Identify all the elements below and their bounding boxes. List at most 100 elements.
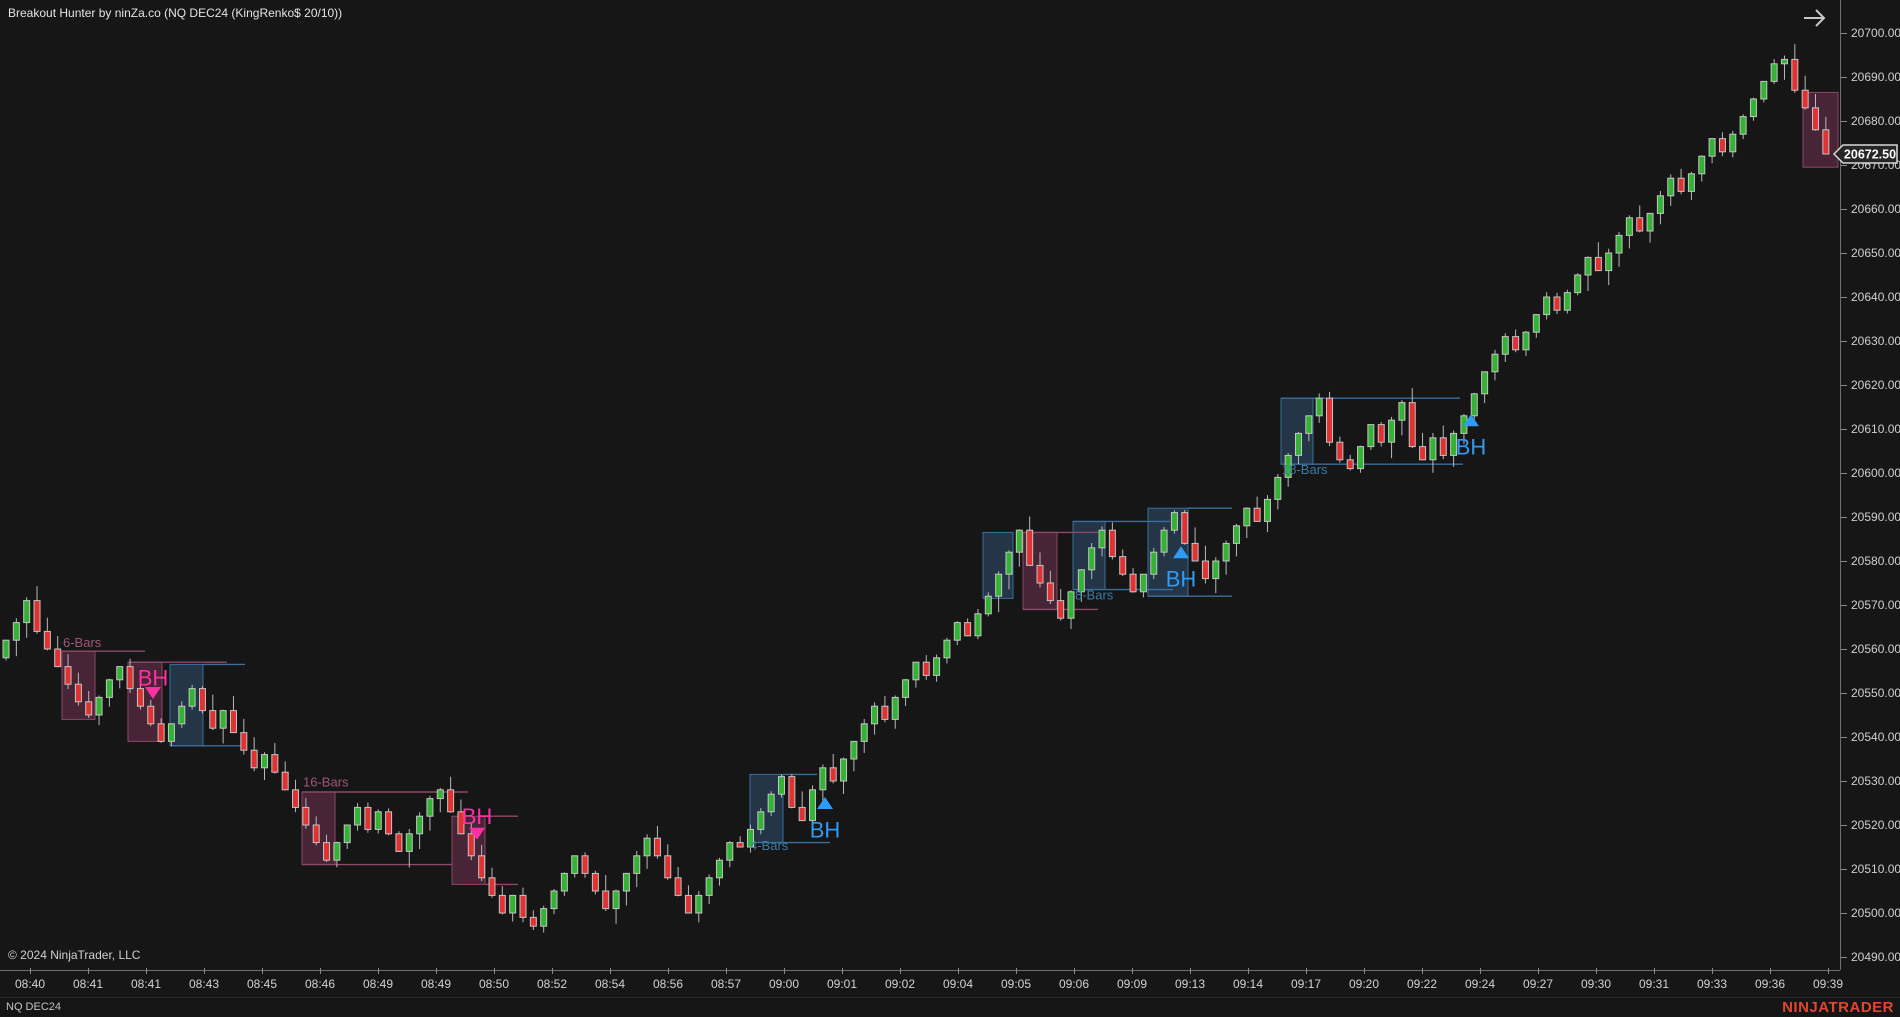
candle-down [447, 789, 455, 813]
time-axis-label: 09:02 [884, 977, 916, 991]
time-axis-label: 08:40 [14, 977, 46, 991]
range-bars-count-label: 18-Bars [1282, 462, 1328, 477]
price-axis-label: 20520.00 [1851, 818, 1900, 832]
price-axis-tick [1841, 121, 1847, 122]
last-price-marker: 20672.50 [1833, 144, 1898, 164]
candle-up [1698, 155, 1706, 175]
candle-up [1222, 542, 1230, 562]
time-axis-label: 09:05 [1000, 977, 1032, 991]
candle-down [1419, 446, 1427, 461]
candle-up [984, 595, 992, 615]
last-price-marker-value: 20672.50 [1844, 148, 1896, 162]
candle-up [902, 679, 910, 698]
candle-up [1646, 212, 1654, 232]
time-axis-tick [30, 968, 31, 974]
time-axis-label: 08:45 [246, 977, 278, 991]
time-axis-label: 09:04 [942, 977, 974, 991]
time-axis-tick [1828, 968, 1829, 974]
price-axis-label: 20500.00 [1851, 906, 1900, 920]
time-axis-label: 09:36 [1754, 977, 1786, 991]
candle-up [933, 657, 941, 676]
candle-up [705, 877, 713, 896]
candle-up [23, 600, 31, 624]
candle-down [1181, 512, 1189, 544]
price-chart-canvas[interactable]: 6-Bars 16-Bars 4-Bars 8-Bars 18-Bars BH BH BH BH… [0, 0, 1840, 970]
range-bars-count-label: 6-Bars [63, 635, 102, 650]
candle-down [1677, 177, 1685, 192]
time-axis-tick [262, 968, 263, 974]
candle-down [1057, 600, 1065, 619]
candle-up [612, 890, 620, 910]
time-axis-label: 08:49 [362, 977, 394, 991]
time-axis-label: 09:24 [1464, 977, 1496, 991]
time-axis-label: 09:22 [1406, 977, 1438, 991]
time-axis-tick [1654, 968, 1655, 974]
bh-signal-label: BH [810, 817, 841, 842]
candle-up [1284, 454, 1292, 478]
candle-up [1243, 507, 1251, 527]
price-axis-label: 20490.00 [1851, 950, 1900, 964]
price-axis-tick [1841, 473, 1847, 474]
ninjatrader-logo: NINJATRADER [1782, 999, 1894, 1016]
bottom-tab-strip: NQ DEC24 NINJATRADER [0, 997, 1900, 1017]
candle-up [767, 793, 775, 813]
time-axis-label: 08:56 [652, 977, 684, 991]
candle-up [1305, 415, 1313, 434]
candle-down [1191, 542, 1199, 562]
price-axis[interactable]: 20490.00 20500.00 20510.00 20520.00 20530.00… [1840, 0, 1900, 970]
scroll-to-latest-arrow-icon[interactable] [1800, 4, 1830, 32]
candle-up [1687, 173, 1695, 192]
time-axis-label: 09:01 [826, 977, 858, 991]
candle-down [1636, 217, 1644, 232]
candle-down [1346, 459, 1354, 470]
price-axis-label: 20700.00 [1851, 26, 1900, 40]
price-axis-tick [1841, 869, 1847, 870]
candle-down [229, 710, 237, 734]
candle-up [1739, 116, 1747, 135]
time-axis-tick [552, 968, 553, 974]
candle-down [964, 622, 972, 637]
time-axis-tick [958, 968, 959, 974]
candle-down [292, 789, 300, 808]
candle-up [188, 688, 196, 707]
time-axis-label: 09:33 [1696, 977, 1728, 991]
candle-down [1201, 560, 1209, 580]
candle-down [1791, 58, 1799, 91]
candle-up [1501, 336, 1509, 355]
candle-down [1253, 507, 1261, 522]
candle-down [736, 842, 744, 848]
time-axis-label: 09:30 [1580, 977, 1612, 991]
candle-up [1388, 419, 1396, 443]
price-axis-label: 20550.00 [1851, 686, 1900, 700]
candle-down [1812, 107, 1819, 131]
time-axis[interactable]: 08:40 08:41 08:41 08:43 08:45 08:46 08:49 08:49… [0, 968, 1844, 998]
time-axis-label: 08:50 [478, 977, 510, 991]
price-axis-tick [1841, 77, 1847, 78]
time-axis-label: 09:39 [1812, 977, 1844, 991]
candle-down [64, 666, 72, 685]
candle-up [1532, 314, 1540, 333]
candle-down [1036, 564, 1044, 584]
time-axis-tick [900, 968, 901, 974]
price-axis-tick [1841, 605, 1847, 606]
bh-signal-up-triangle-icon [1463, 414, 1479, 427]
candle-down [271, 754, 279, 773]
candle-up [1481, 371, 1489, 395]
candle-down [1718, 138, 1726, 153]
candle-down [157, 723, 165, 742]
price-axis-tick [1841, 561, 1847, 562]
price-axis-label: 20690.00 [1851, 70, 1900, 84]
time-axis-label: 09:20 [1348, 977, 1380, 991]
candle-up [261, 754, 268, 769]
instrument-tab[interactable]: NQ DEC24 [6, 1001, 62, 1013]
price-axis-tick [1841, 517, 1847, 518]
candle-down [385, 811, 393, 835]
candle-down [488, 877, 496, 896]
candle-up [416, 815, 424, 835]
candle-up [540, 908, 548, 927]
candle-up [1605, 252, 1613, 272]
price-axis-label: 20580.00 [1851, 554, 1900, 568]
candle-down [364, 806, 372, 830]
breakout-range-box-pink [127, 661, 163, 742]
candle-up [1077, 569, 1085, 593]
